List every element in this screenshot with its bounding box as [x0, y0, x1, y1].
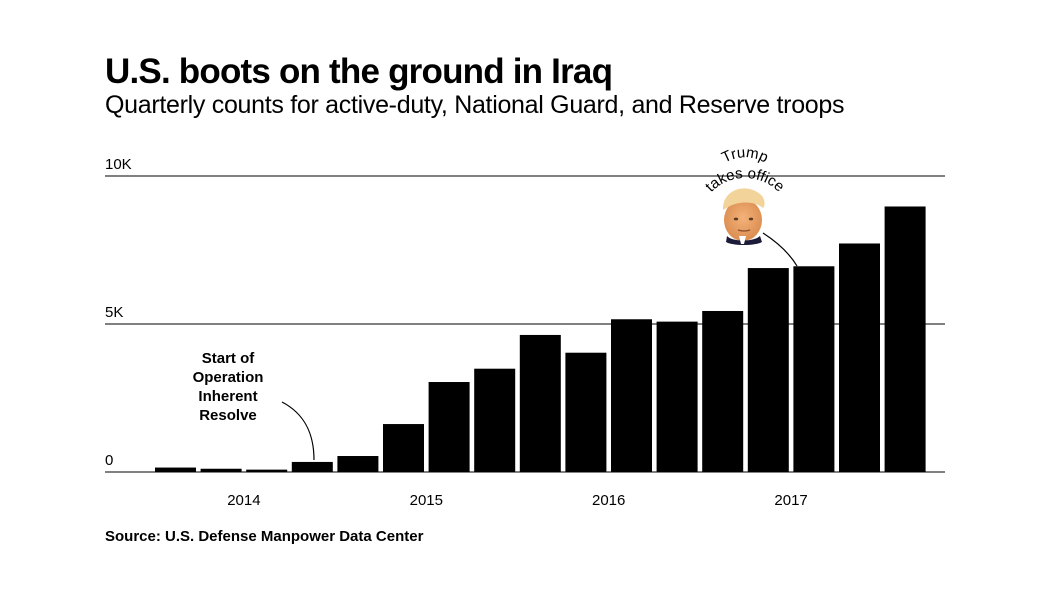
y-tick-label: 10K — [105, 156, 132, 173]
chart-title: U.S. boots on the ground in Iraq — [105, 52, 613, 91]
operation-annotation-line: Start of — [202, 350, 256, 367]
bar — [565, 352, 607, 472]
x-tick-label: 2015 — [410, 492, 443, 509]
chart-subtitle: Quarterly counts for active-duty, Nation… — [105, 91, 845, 119]
bar — [383, 424, 424, 472]
bar — [519, 334, 561, 472]
x-tick-label: 2017 — [774, 492, 807, 509]
bar — [200, 468, 242, 472]
operation-annotation-leader — [281, 401, 315, 461]
y-tick-label: 0 — [105, 452, 113, 469]
trump-portrait-icon — [722, 188, 765, 245]
bars — [155, 206, 926, 472]
bar — [428, 382, 470, 472]
operation-annotation: Start of Operation Inherent Resolve — [193, 350, 315, 461]
operation-annotation-line: Operation — [193, 369, 264, 386]
x-tick-label: 2016 — [592, 492, 625, 509]
bar — [656, 321, 698, 472]
y-tick-label: 5K — [105, 304, 123, 321]
trump-annotation-line1-path: Trump — [719, 144, 771, 166]
bar — [793, 266, 835, 472]
trump-annotation: Trump takes office — [702, 144, 798, 267]
trump-annotation-line1: Trump — [719, 144, 771, 166]
x-axis-labels: 2014 2015 2016 2017 — [227, 492, 808, 509]
bar — [839, 243, 880, 472]
operation-annotation-text: Start of Operation Inherent Resolve — [193, 350, 264, 424]
bar — [246, 469, 288, 472]
bar — [155, 467, 196, 472]
x-tick-label: 2014 — [227, 492, 260, 509]
bar — [702, 310, 744, 472]
bar — [474, 368, 516, 472]
y-axis-labels: 0 5K 10K — [105, 156, 132, 469]
operation-annotation-line: Resolve — [199, 407, 257, 424]
bar — [747, 268, 789, 472]
bar — [884, 206, 926, 472]
bar — [291, 461, 333, 472]
trump-annotation-leader — [762, 232, 798, 267]
operation-annotation-line: Inherent — [198, 388, 257, 405]
source-note: Source: U.S. Defense Manpower Data Cente… — [105, 528, 424, 545]
bar — [337, 456, 379, 472]
bar — [611, 319, 652, 472]
